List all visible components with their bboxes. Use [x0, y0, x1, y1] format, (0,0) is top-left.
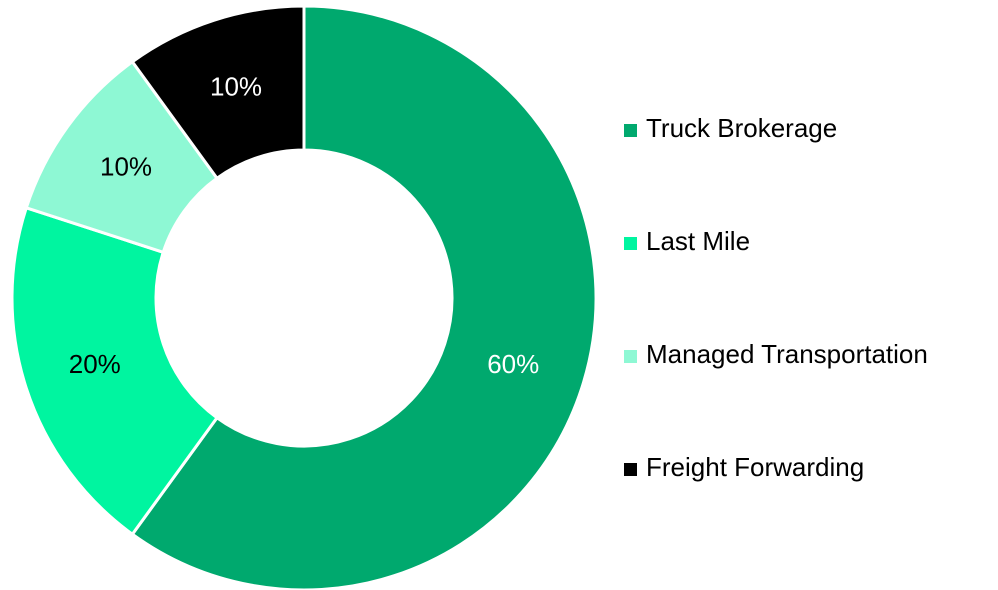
data-label: 20%: [69, 349, 121, 379]
legend-swatch: [624, 463, 637, 476]
data-label: 10%: [210, 72, 262, 102]
donut-slice: [130, 4, 598, 590]
legend-label: Managed Transportation: [646, 339, 928, 369]
donut-slice: [130, 4, 306, 181]
legend-label: Truck Brokerage: [646, 113, 837, 143]
donut-slice: [10, 205, 220, 537]
legend-swatch: [624, 350, 637, 363]
legend-swatch: [624, 124, 637, 137]
legend-swatch: [624, 237, 637, 250]
data-label: 10%: [100, 152, 152, 182]
legend-label: Last Mile: [646, 226, 750, 256]
data-label: 60%: [487, 349, 539, 379]
legend-label: Freight Forwarding: [646, 452, 864, 482]
